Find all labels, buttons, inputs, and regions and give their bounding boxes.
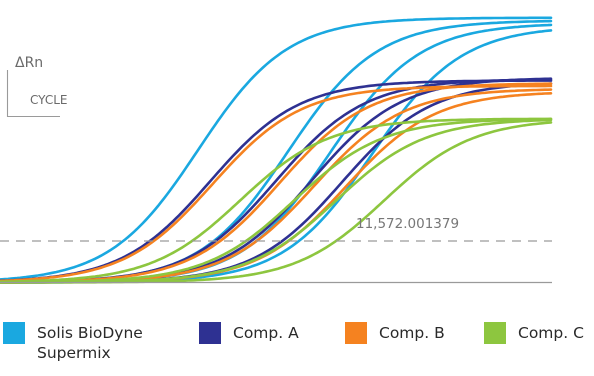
threshold-label: 11,572.001379 [356,216,459,232]
legend-label-comp-b: Comp. B [379,324,445,342]
curve-comp-c-4 [0,121,553,284]
curve-comp-c-2 [0,117,553,284]
legend-label-comp-a: Comp. A [233,324,299,342]
legend-item-solis-biodyne: Solis BioDyne Supermix [3,322,172,363]
legend-swatch-solis-biodyne [3,322,25,344]
curve-comp-b-1 [0,84,553,283]
curve-comp-a-2 [0,78,553,284]
legend-swatch-comp-c [484,322,506,344]
curve-solis-biodyne-supermix-3 [0,23,553,284]
legend-item-comp-b: Comp. B [345,322,445,344]
legend-swatch-comp-b [345,322,367,344]
y-axis-label: ΔRn [15,55,43,71]
legend-item-comp-a: Comp. A [199,322,299,344]
curve-comp-c-1 [0,117,553,284]
amplification-curves [0,16,553,284]
legend-swatch-comp-a [199,322,221,344]
legend-item-comp-c: Comp. C [484,322,584,344]
axis-key: ΔRn CYCLE [6,55,68,118]
legend-label-comp-c: Comp. C [518,324,584,342]
x-axis-label: CYCLE [30,93,68,107]
legend: Solis BioDyne Supermix Comp. A Comp. B C… [0,322,594,376]
amplification-plot: 11,572.001379 ΔRn CYCLE [0,16,553,284]
curve-comp-c-3 [0,118,553,284]
axis-key-corner [6,70,60,118]
curve-solis-biodyne-supermix-1 [0,16,553,281]
curve-solis-biodyne-supermix-2 [0,19,553,284]
legend-label-solis-biodyne: Solis BioDyne Supermix [37,324,143,362]
